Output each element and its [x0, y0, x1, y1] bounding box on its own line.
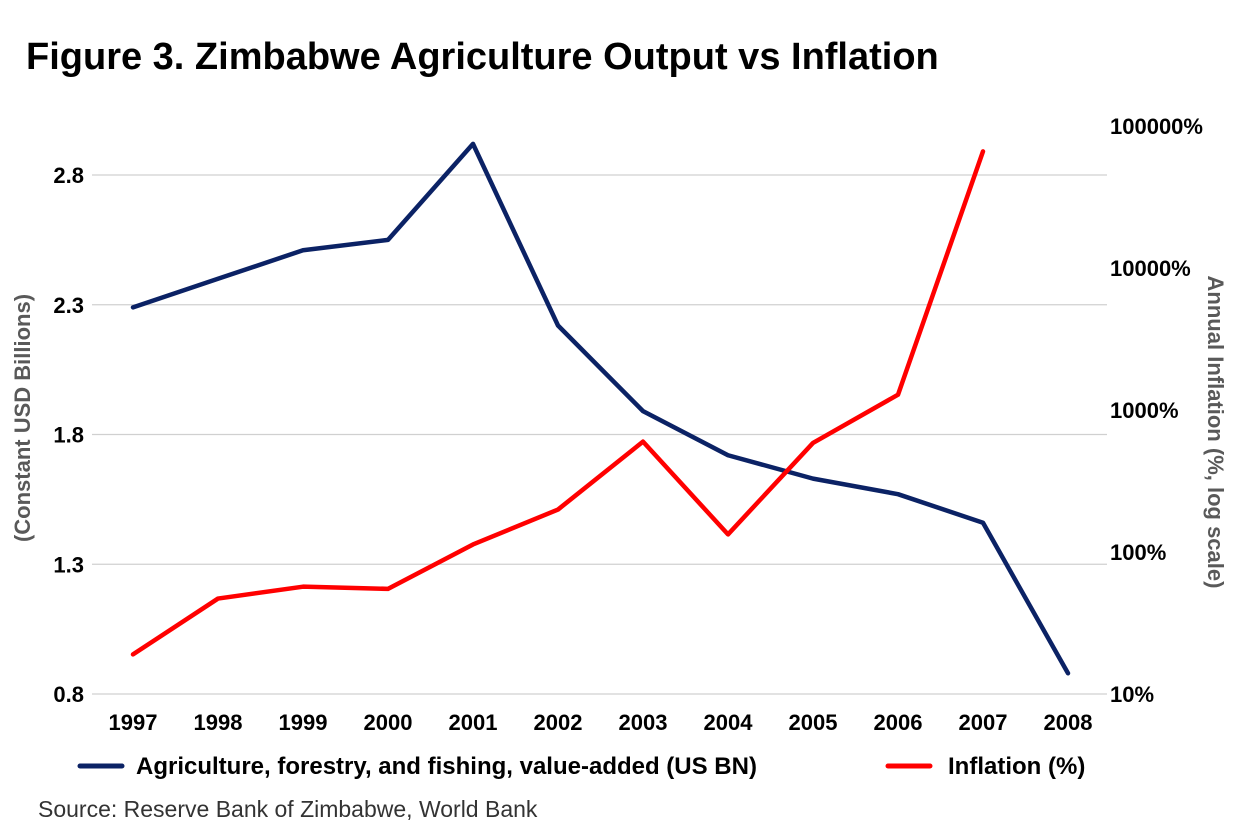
left-tick-label: 2.3: [53, 293, 84, 318]
x-tick-label: 2007: [959, 710, 1008, 735]
left-axis-title: (Constant USD Billions): [10, 294, 35, 542]
right-tick-label: 1000%: [1110, 398, 1179, 423]
x-tick-label: 2004: [704, 710, 754, 735]
right-tick-label: 100%: [1110, 540, 1166, 565]
legend-label-agriculture: Agriculture, forestry, and fishing, valu…: [136, 753, 757, 780]
x-tick-label: 1999: [279, 710, 328, 735]
right-axis-title: Annual Inflation (%, log scale): [1203, 276, 1228, 589]
x-tick-label: 2000: [364, 710, 413, 735]
x-tick-label: 1997: [109, 710, 158, 735]
legend-label-inflation: Inflation (%): [948, 753, 1085, 780]
left-tick-label: 2.8: [53, 163, 84, 188]
x-tick-label: 2003: [619, 710, 668, 735]
left-tick-label: 1.8: [53, 423, 84, 448]
x-tick-label: 2008: [1044, 710, 1093, 735]
x-tick-label: 2005: [789, 710, 838, 735]
x-tick-label: 2001: [449, 710, 498, 735]
right-tick-label: 10%: [1110, 682, 1154, 707]
x-tick-label: 2006: [874, 710, 923, 735]
right-tick-label: 10000%: [1110, 256, 1191, 281]
series-line-agriculture: [130, 141, 1071, 676]
right-tick-label: 100000%: [1110, 114, 1203, 139]
chart-title: Figure 3. Zimbabwe Agriculture Output vs…: [26, 36, 939, 78]
x-tick-label: 2002: [534, 710, 583, 735]
left-tick-label: 1.3: [53, 552, 84, 577]
source-note: Source: Reserve Bank of Zimbabwe, World …: [38, 796, 538, 822]
left-tick-label: 0.8: [53, 682, 84, 707]
series-line-inflation: [130, 149, 986, 657]
x-tick-label: 1998: [194, 710, 243, 735]
